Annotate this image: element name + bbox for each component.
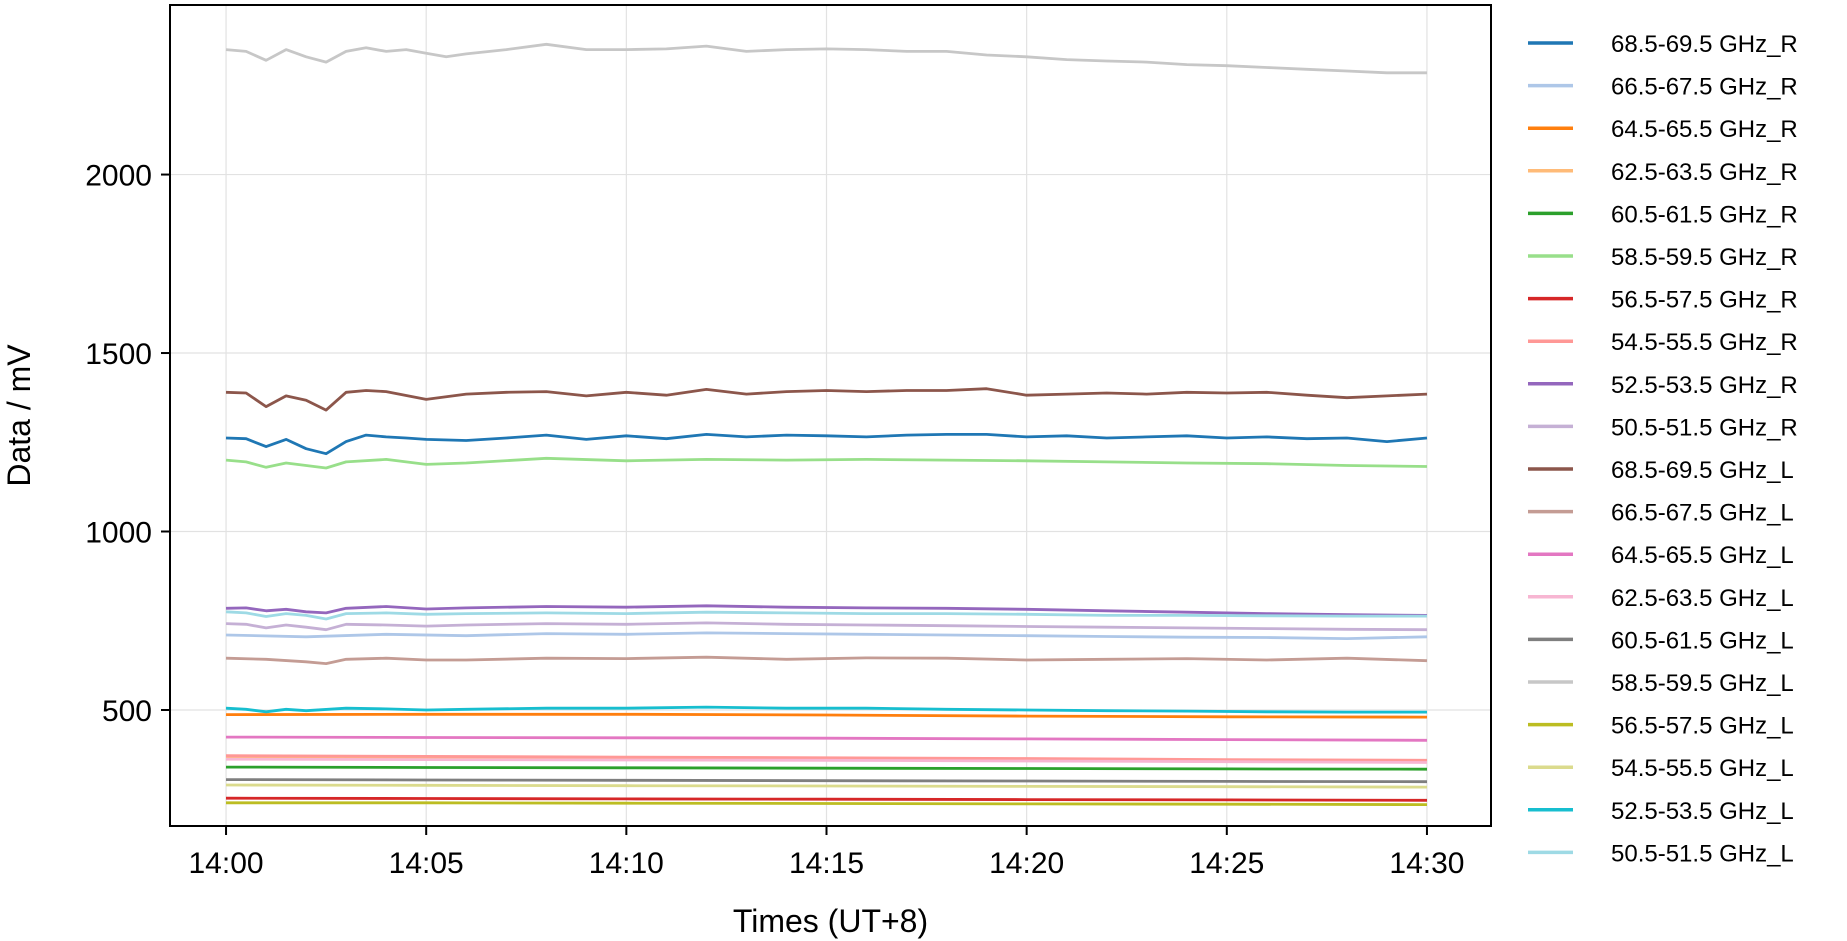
legend-label: 56.5-57.5 GHz_R bbox=[1611, 287, 1798, 314]
series-line bbox=[225, 387, 1428, 412]
legend-item: 64.5-65.5 GHz_R bbox=[1528, 116, 1798, 143]
legend-label: 50.5-51.5 GHz_L bbox=[1611, 840, 1794, 867]
legend-item: 58.5-59.5 GHz_L bbox=[1528, 670, 1794, 697]
y-tick-label: 1500 bbox=[85, 338, 152, 371]
legend-item: 62.5-63.5 GHz_L bbox=[1528, 585, 1794, 612]
series-line bbox=[225, 631, 1428, 640]
axis-ticks: 14:00 14:05 14:10 14:15 14:20 14:25 14:30 500 10… bbox=[85, 160, 1464, 880]
series-line bbox=[226, 801, 1428, 806]
legend-label: 64.5-65.5 GHz_R bbox=[1611, 116, 1798, 143]
legend: 68.5-69.5 GHz_R 66.5-67.5 GHz_R 64.5-65.5 … bbox=[1528, 31, 1798, 867]
series-line bbox=[225, 754, 1428, 762]
x-tick-label: 14:15 bbox=[789, 847, 864, 880]
series-line bbox=[225, 735, 1428, 742]
legend-label: 58.5-59.5 GHz_R bbox=[1611, 244, 1798, 271]
legend-item: 56.5-57.5 GHz_R bbox=[1528, 287, 1798, 314]
legend-item: 66.5-67.5 GHz_L bbox=[1528, 500, 1794, 527]
series-line bbox=[225, 796, 1428, 802]
series-line bbox=[225, 456, 1428, 470]
series-line bbox=[225, 621, 1428, 632]
legend-label: 50.5-51.5 GHz_R bbox=[1611, 414, 1798, 441]
legend-label: 62.5-63.5 GHz_R bbox=[1611, 159, 1798, 186]
legend-label: 54.5-55.5 GHz_R bbox=[1611, 329, 1798, 356]
series-line bbox=[225, 610, 1427, 621]
legend-label: 68.5-69.5 GHz_R bbox=[1611, 31, 1798, 58]
legend-item: 60.5-61.5 GHz_R bbox=[1528, 201, 1798, 228]
legend-item: 68.5-69.5 GHz_L bbox=[1528, 457, 1794, 484]
x-tick-label: 14:30 bbox=[1389, 847, 1464, 880]
legend-label: 66.5-67.5 GHz_R bbox=[1611, 74, 1798, 101]
legend-label: 52.5-53.5 GHz_L bbox=[1611, 798, 1794, 825]
series-line bbox=[225, 783, 1428, 789]
legend-label: 68.5-69.5 GHz_L bbox=[1611, 457, 1794, 484]
y-tick-label: 500 bbox=[102, 695, 152, 728]
x-tick-label: 14:20 bbox=[989, 847, 1064, 880]
legend-item: 54.5-55.5 GHz_L bbox=[1528, 755, 1794, 782]
legend-item: 50.5-51.5 GHz_L bbox=[1528, 840, 1794, 867]
legend-item: 56.5-57.5 GHz_L bbox=[1528, 713, 1794, 740]
series-line bbox=[225, 712, 1428, 719]
series-line bbox=[225, 705, 1427, 714]
legend-label: 60.5-61.5 GHz_R bbox=[1611, 201, 1798, 228]
series-line bbox=[225, 765, 1428, 771]
legend-item: 52.5-53.5 GHz_R bbox=[1528, 372, 1798, 399]
y-tick-label: 1000 bbox=[85, 517, 152, 550]
series-lines bbox=[225, 42, 1428, 806]
series-line bbox=[225, 604, 1428, 617]
legend-item: 58.5-59.5 GHz_R bbox=[1528, 244, 1798, 271]
legend-label: 52.5-53.5 GHz_R bbox=[1611, 372, 1798, 399]
legend-item: 54.5-55.5 GHz_R bbox=[1528, 329, 1798, 356]
series-line bbox=[225, 655, 1428, 665]
y-tick-label: 2000 bbox=[85, 160, 152, 193]
y-axis-label: Data / mV bbox=[1, 344, 37, 487]
legend-label: 58.5-59.5 GHz_L bbox=[1611, 670, 1794, 697]
legend-item: 50.5-51.5 GHz_R bbox=[1528, 414, 1798, 441]
legend-item: 66.5-67.5 GHz_R bbox=[1528, 74, 1798, 101]
legend-label: 62.5-63.5 GHz_L bbox=[1611, 585, 1794, 612]
plot-area-frame bbox=[169, 4, 1492, 827]
x-axis-label: Times (UT+8) bbox=[733, 903, 928, 939]
x-tick-label: 14:25 bbox=[1189, 847, 1264, 880]
x-tick-label: 14:10 bbox=[589, 847, 664, 880]
legend-item: 60.5-61.5 GHz_L bbox=[1528, 627, 1794, 654]
series-line bbox=[225, 42, 1427, 75]
x-tick-label: 14:05 bbox=[389, 847, 464, 880]
legend-label: 56.5-57.5 GHz_L bbox=[1611, 713, 1794, 740]
x-tick-label: 14:00 bbox=[189, 847, 264, 880]
legend-item: 64.5-65.5 GHz_L bbox=[1528, 542, 1794, 569]
legend-item: 68.5-69.5 GHz_R bbox=[1528, 31, 1798, 58]
series-line bbox=[225, 432, 1428, 456]
legend-label: 54.5-55.5 GHz_L bbox=[1611, 755, 1794, 782]
legend-label: 66.5-67.5 GHz_L bbox=[1611, 500, 1794, 527]
legend-item: 52.5-53.5 GHz_L bbox=[1528, 798, 1794, 825]
legend-item: 62.5-63.5 GHz_R bbox=[1528, 159, 1798, 186]
legend-label: 64.5-65.5 GHz_L bbox=[1611, 542, 1794, 569]
series-line bbox=[225, 778, 1428, 784]
series-line bbox=[225, 757, 1428, 764]
legend-label: 60.5-61.5 GHz_L bbox=[1611, 627, 1794, 654]
